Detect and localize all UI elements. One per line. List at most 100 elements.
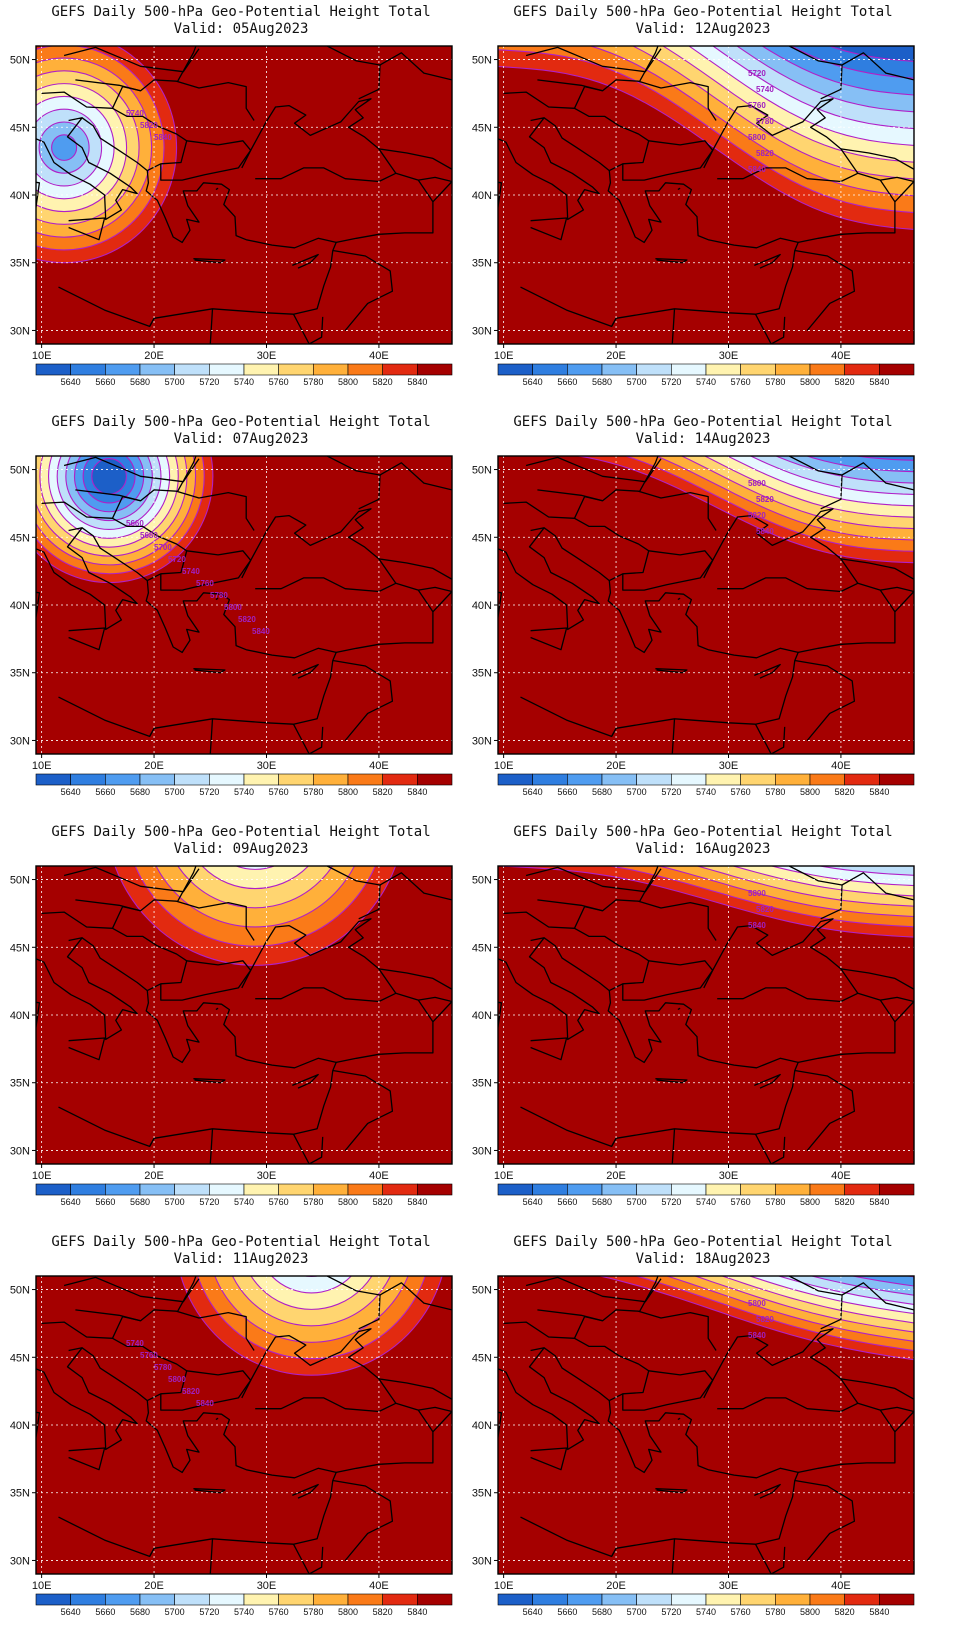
colorbar-label: 5720	[661, 377, 681, 387]
coastline	[215, 597, 219, 601]
colorbar-swatch	[417, 773, 453, 786]
colorbar-swatch	[35, 1593, 71, 1606]
colorbar-swatch	[139, 363, 175, 376]
colorbar-label: 5820	[373, 787, 393, 797]
colorbar-swatch	[70, 1593, 106, 1606]
colorbar-swatch	[209, 1183, 245, 1196]
coastline	[520, 1347, 799, 1558]
coastline	[573, 1315, 603, 1339]
map-panel: GEFS Daily 500-hPa Geo-Potential Height …	[0, 0, 482, 410]
map-plot: 5800 5820 5840 10E 20E 30E 40E 50N 45N 40N 35N 30N 5…	[472, 1275, 915, 1617]
panel-title: GEFS Daily 500-hPa Geo-Potential Height …	[513, 1234, 893, 1250]
coastline	[754, 253, 781, 269]
colorbar-swatch	[601, 1593, 637, 1606]
contour-label: 5760	[196, 579, 214, 588]
coastline	[498, 1347, 600, 1451]
colorbar-label: 5740	[696, 1607, 716, 1617]
coastline	[193, 668, 226, 674]
coastline	[655, 1488, 688, 1494]
colorbar-label: 5720	[199, 1607, 219, 1617]
contour-label: 5820	[756, 149, 774, 158]
colorbar-label: 5740	[696, 787, 716, 797]
colorbar-label: 5640	[523, 1607, 543, 1617]
coastline	[63, 46, 200, 73]
y-tick-label: 40N	[10, 1420, 30, 1432]
coastline	[798, 1402, 896, 1474]
coastline	[58, 527, 337, 738]
x-tick-label: 40E	[369, 760, 389, 772]
colorbar-label: 5740	[696, 377, 716, 387]
map-panel: GEFS Daily 500-hPa Geo-Potential Height …	[0, 820, 482, 1230]
coastline	[63, 866, 200, 893]
colorbar-swatch	[497, 1593, 533, 1606]
colorbar-label: 5660	[557, 787, 577, 797]
y-tick-label: 50N	[472, 55, 492, 67]
colorbar-swatch	[382, 1593, 418, 1606]
contour-band	[302, 1276, 321, 1278]
coastline	[573, 495, 603, 519]
panel-title: GEFS Daily 500-hPa Geo-Potential Height …	[51, 414, 431, 430]
contour-band	[853, 456, 914, 461]
coastline	[794, 249, 856, 331]
colorbar-swatch	[209, 1593, 245, 1606]
y-tick-label: 45N	[472, 1352, 492, 1364]
colorbar-label: 5780	[765, 1607, 785, 1617]
colorbar-swatch	[567, 1593, 603, 1606]
coastline	[58, 937, 337, 1148]
colorbar-label: 5720	[661, 1607, 681, 1617]
coastline	[336, 582, 434, 654]
coastline	[841, 872, 914, 901]
colorbar-swatch	[601, 363, 637, 376]
colorbar-swatch	[567, 773, 603, 786]
contour-label: 5800	[168, 1375, 186, 1384]
colorbar-swatch	[382, 773, 418, 786]
colorbar-label: 5820	[373, 1607, 393, 1617]
panel-valid-date: Valid: 07Aug2023	[173, 431, 309, 447]
x-tick-label: 30E	[257, 1580, 277, 1592]
coastline	[58, 117, 337, 328]
coastline	[677, 187, 681, 191]
coastline	[292, 1483, 319, 1499]
x-tick-label: 10E	[32, 760, 52, 772]
y-tick-label: 45N	[472, 942, 492, 954]
coastline	[677, 597, 681, 601]
contour-label: 5840	[748, 1331, 766, 1340]
contour-band	[816, 866, 914, 876]
colorbar-label: 5720	[199, 1197, 219, 1207]
y-tick-label: 50N	[10, 465, 30, 477]
coastline	[671, 1538, 676, 1574]
colorbar-swatch	[313, 1183, 349, 1196]
panel-title: GEFS Daily 500-hPa Geo-Potential Height …	[51, 824, 431, 840]
coastline	[292, 313, 324, 344]
map-plot: 5720 5740 5760 5780 5800 5820 5840 10E 20E 30E 40E…	[472, 45, 915, 387]
colorbar-swatch	[809, 1593, 845, 1606]
colorbar-label: 5660	[95, 377, 115, 387]
coastline	[525, 1276, 662, 1303]
y-tick-label: 35N	[472, 1488, 492, 1500]
x-tick-label: 10E	[494, 350, 514, 362]
colorbar-swatch	[532, 1183, 568, 1196]
coastline	[622, 140, 714, 181]
panel-title: GEFS Daily 500-hPa Geo-Potential Height …	[513, 824, 893, 840]
x-tick-label: 20E	[606, 760, 626, 772]
colorbar-swatch	[417, 363, 453, 376]
coastline	[332, 659, 394, 741]
colorbar-label: 5820	[835, 377, 855, 387]
colorbar-label: 5700	[165, 787, 185, 797]
coastline	[639, 1276, 843, 1330]
contour-label: 5820	[182, 1387, 200, 1396]
colorbar-swatch	[671, 363, 707, 376]
colorbar-label: 5680	[592, 1607, 612, 1617]
coastline	[840, 1378, 914, 1400]
coastline	[798, 172, 896, 244]
coastline	[149, 727, 155, 737]
coastline	[880, 1406, 914, 1433]
map-panel: GEFS Daily 500-hPa Geo-Potential Height …	[462, 1230, 944, 1640]
colorbar-swatch	[70, 363, 106, 376]
colorbar-swatch	[775, 363, 811, 376]
colorbar-swatch	[174, 1593, 210, 1606]
colorbar-label: 5680	[130, 377, 150, 387]
y-tick-label: 50N	[10, 875, 30, 887]
coastline	[671, 718, 676, 754]
colorbar-swatch	[844, 363, 880, 376]
